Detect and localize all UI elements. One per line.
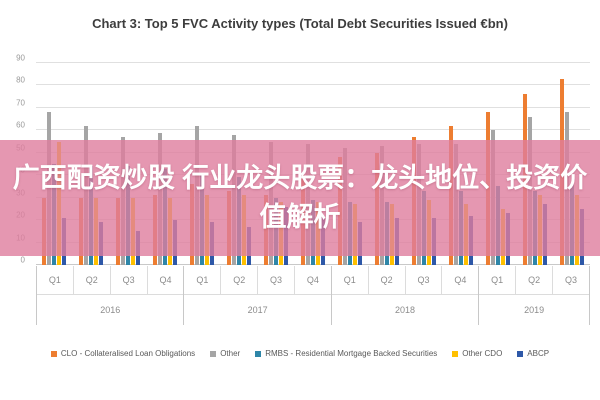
year-label: 2017 <box>184 294 331 325</box>
quarter-label: Q3 <box>111 266 148 294</box>
quarter-label: Q3 <box>565 275 578 285</box>
legend-item: CLO - Collateralised Loan Obligations <box>50 349 196 358</box>
quarter-label: Q4 <box>159 275 172 285</box>
gridline <box>36 129 590 131</box>
watermark-text-line1: 广西配资炒股 行业龙头股票：龙头地位、投资价 <box>12 163 588 193</box>
year-label: 2018 <box>331 294 479 325</box>
watermark-band: 广西配资炒股 行业龙头股票：龙头地位、投资价 值解析 <box>0 140 600 256</box>
year-label: 2019 <box>479 294 590 325</box>
chart-title: Chart 3: Top 5 FVC Activity types (Total… <box>92 16 508 31</box>
year-section: Q1 Q2 Q3 Q4 2018 <box>330 266 479 325</box>
legend-label: CLO - Collateralised Loan Obligations <box>60 349 196 358</box>
legend-label: ABCP <box>527 349 550 358</box>
x-axis: Q1 Q2 Q3 Q4 2016 Q1 Q2 Q3 Q4 2017 Q1 Q2 Q3 Q4 2018 Q1 Q2… <box>36 266 591 325</box>
y-tick-label: 60 <box>16 120 25 130</box>
quarter-label: Q2 <box>516 266 554 294</box>
legend-label: Other <box>220 349 241 358</box>
watermark-text-line2: 值解析 <box>259 202 341 232</box>
quarter-label: Q4 <box>454 275 467 285</box>
gridline <box>36 84 590 86</box>
year-label: 2016 <box>37 294 184 325</box>
legend-swatch <box>210 350 217 357</box>
y-tick-label: 0 <box>20 255 25 265</box>
legend-swatch <box>255 350 262 357</box>
quarter-label: Q3 <box>258 266 295 294</box>
legend-label: RMBS - Residential Mortgage Backed Secur… <box>265 349 438 358</box>
legend-item: ABCP <box>517 349 549 358</box>
chart-legend: CLO - Collateralised Loan Obligations Oth… <box>0 349 600 358</box>
y-tick-label: 80 <box>16 75 25 85</box>
quarter-label: Q4 <box>306 275 319 285</box>
quarter-label: Q3 <box>406 266 443 294</box>
quarter-label: Q1 <box>332 266 369 294</box>
legend-swatch <box>452 350 459 357</box>
quarter-label: Q1 <box>479 266 517 294</box>
legend-item: RMBS - Residential Mortgage Backed Secur… <box>255 349 437 358</box>
year-section: Q1 Q2 Q3 Q4 2017 <box>183 266 331 325</box>
year-section: Q1 Q2 Q3 Q4 2016 <box>36 266 184 325</box>
legend-item: Other <box>210 349 240 358</box>
quarter-label: Q1 <box>37 266 74 294</box>
gridline <box>36 62 590 63</box>
quarter-label: Q2 <box>221 266 259 294</box>
legend-item: Other CDO <box>452 349 502 358</box>
year-section: Q1 Q2 Q3 2019 <box>478 266 591 325</box>
y-tick-label: 70 <box>16 98 25 108</box>
legend-swatch <box>517 350 524 357</box>
quarter-label: Q2 <box>74 266 111 294</box>
quarter-label: Q1 <box>184 266 222 294</box>
quarter-label: Q2 <box>369 266 406 294</box>
legend-swatch <box>50 350 57 357</box>
gridline <box>36 106 590 108</box>
legend-label: Other CDO <box>462 349 503 358</box>
y-tick-label: 90 <box>16 53 25 63</box>
